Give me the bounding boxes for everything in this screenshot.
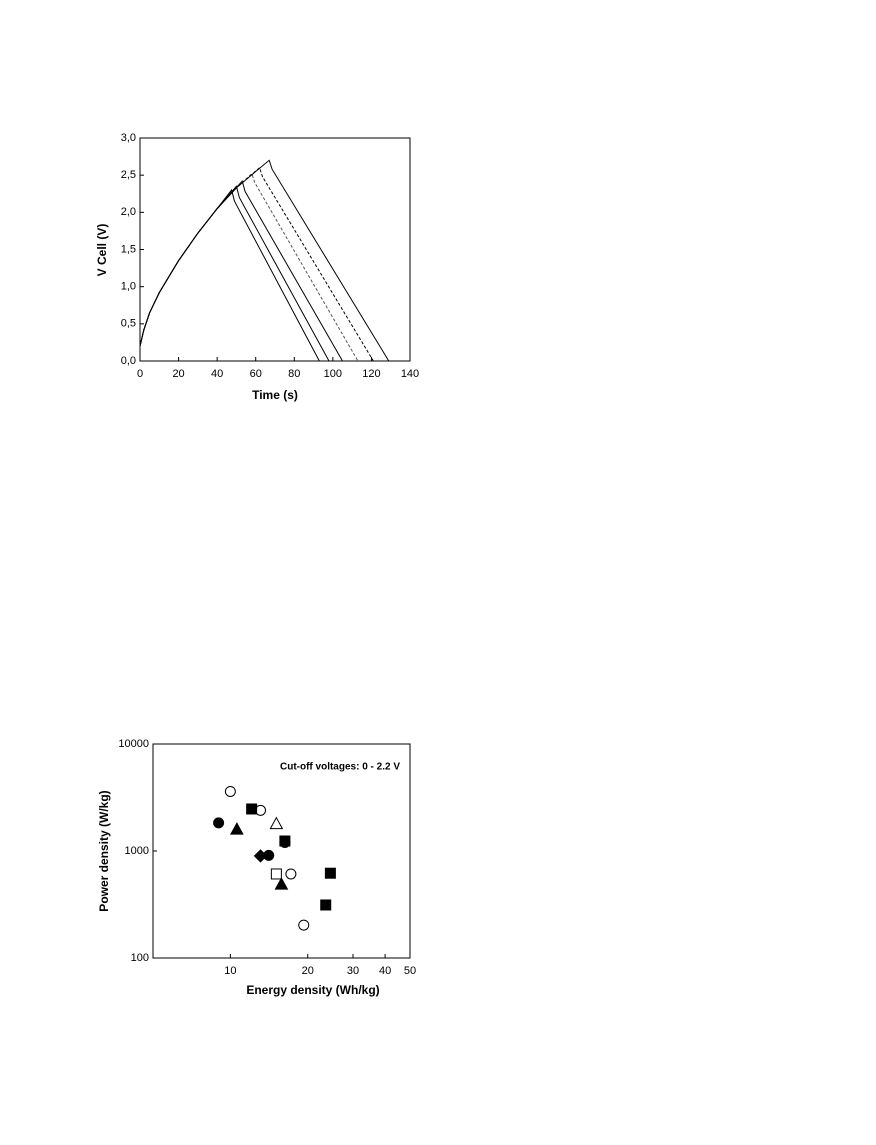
x-axis-label: Time (s) <box>252 388 298 402</box>
x-tick-label: 40 <box>211 368 223 380</box>
y-tick-label: 2,5 <box>121 169 136 181</box>
marker <box>213 817 225 829</box>
x-tick-label: 140 <box>401 368 419 380</box>
marker <box>274 877 289 890</box>
marker <box>279 835 291 847</box>
y-tick-label: 1000 <box>125 845 149 857</box>
y-axis-label: Power density (W/kg) <box>97 790 111 911</box>
marker <box>230 822 244 835</box>
x-tick-label: 20 <box>172 368 184 380</box>
y-axis-label: V Cell (V) <box>95 224 109 277</box>
marker <box>224 785 236 797</box>
x-tick-label: 40 <box>379 965 391 977</box>
marker <box>246 803 258 815</box>
x-tick-label: 50 <box>404 965 416 977</box>
data-line <box>139 166 374 362</box>
x-tick-label: 20 <box>302 965 314 977</box>
data-line <box>139 185 330 362</box>
y-tick-label: 100 <box>131 952 149 964</box>
marker <box>298 919 310 931</box>
data-line <box>139 180 343 362</box>
y-tick-label: 3,0 <box>121 132 136 144</box>
y-tick-label: 0,0 <box>121 355 136 367</box>
x-tick-label: 100 <box>324 368 342 380</box>
marker <box>269 816 284 830</box>
marker <box>320 899 332 911</box>
x-tick-label: 60 <box>250 368 262 380</box>
x-tick-label: 0 <box>137 368 143 380</box>
y-tick-label: 10000 <box>118 738 149 750</box>
marker <box>270 868 282 880</box>
annotation: Cut-off voltages: 0 - 2.2 V <box>280 762 400 773</box>
x-tick-label: 120 <box>362 368 380 380</box>
data-line <box>139 188 320 362</box>
data-line <box>139 172 359 362</box>
y-tick-label: 0,5 <box>121 318 136 330</box>
data-line <box>139 159 390 362</box>
plot-frame <box>139 137 411 362</box>
y-tick-label: 2,0 <box>121 206 136 218</box>
x-axis-label: Energy density (Wh/kg) <box>246 983 379 997</box>
x-tick-label: 80 <box>288 368 300 380</box>
marker <box>253 849 268 863</box>
plot-frame <box>152 743 411 959</box>
y-tick-label: 1,5 <box>121 243 136 255</box>
x-tick-label: 10 <box>224 965 236 977</box>
marker <box>285 868 297 880</box>
marker <box>324 867 336 879</box>
y-tick-label: 1,0 <box>121 281 136 293</box>
x-tick-label: 30 <box>347 965 359 977</box>
